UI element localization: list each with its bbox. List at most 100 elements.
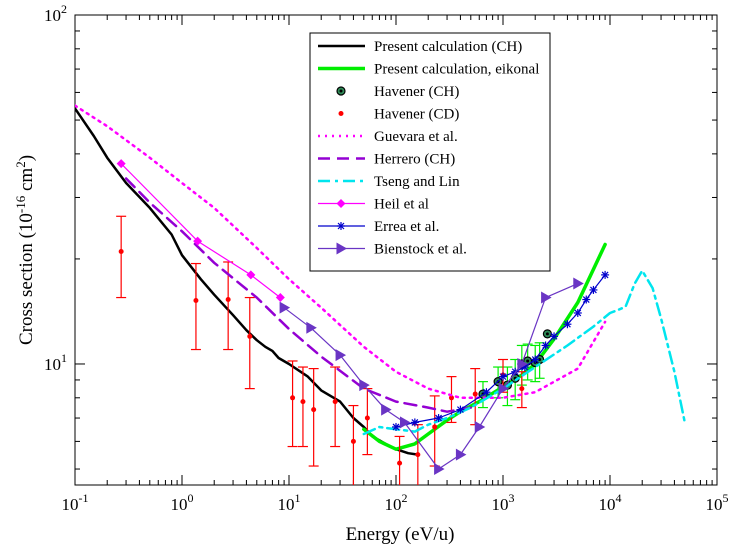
- legend-marker: [336, 242, 347, 255]
- legend-label: Present calculation (CH): [374, 39, 522, 55]
- legend-entry: Havener (CD): [338, 107, 459, 123]
- legend: Present calculation (CH) Present calculat…: [309, 32, 551, 272]
- legend-label: Bienstock et al.: [374, 242, 467, 258]
- legend-marker: [338, 111, 344, 116]
- legend-entry: Present calculation (CH): [318, 39, 522, 55]
- series-line: [283, 283, 579, 470]
- error-bar: [190, 262, 201, 351]
- data-point: [392, 422, 400, 431]
- data-point: [541, 341, 550, 350]
- x-axis-label: Energy (eV/u): [346, 524, 455, 545]
- data-point: [550, 332, 559, 341]
- error-bar: [297, 366, 308, 448]
- y-tick-label: 101: [44, 351, 67, 374]
- data-point: [434, 463, 445, 476]
- legend-label: Havener (CH): [374, 84, 459, 100]
- x-tick-label: 104: [599, 491, 622, 514]
- data-point: [589, 285, 598, 294]
- data-point: [573, 308, 582, 317]
- data-point: [415, 452, 421, 458]
- data-point: [275, 293, 285, 303]
- legend-entry: Bienstock et al.: [318, 242, 467, 258]
- series-errea-et-al: [392, 270, 610, 431]
- legend-marker: [336, 199, 346, 208]
- legend-marker: [336, 86, 346, 96]
- error-bar: [287, 360, 298, 448]
- error-bar: [394, 435, 405, 485]
- series-havener-cd: [116, 215, 527, 485]
- legend-entry: Errea et al.: [318, 219, 439, 235]
- data-point: [434, 414, 443, 423]
- x-tick-label: 100: [171, 491, 194, 514]
- data-point: [335, 349, 347, 362]
- data-point: [290, 395, 296, 401]
- series-line: [395, 274, 606, 428]
- data-point: [601, 270, 610, 279]
- series-layer: [75, 104, 687, 485]
- data-point: [350, 438, 356, 444]
- error-bar: [362, 388, 373, 456]
- data-point: [279, 301, 291, 314]
- data-point: [359, 379, 370, 392]
- series-line: [120, 163, 281, 299]
- legend-label: Herrero (CH): [374, 152, 455, 168]
- data-point: [410, 418, 419, 427]
- data-point: [397, 460, 403, 466]
- legend-entry: Guevara et al.: [318, 129, 458, 145]
- data-point: [118, 249, 124, 255]
- series-tseng-and-lin: [362, 269, 687, 436]
- data-point: [573, 277, 584, 290]
- data-point: [517, 357, 528, 370]
- error-bar: [116, 215, 127, 299]
- data-point: [472, 391, 478, 397]
- series-line: [362, 269, 687, 436]
- legend-entry: Present calculation, eikonal: [318, 62, 539, 78]
- x-tick-label: 10-1: [62, 491, 89, 514]
- data-point: [482, 388, 491, 397]
- error-bar: [244, 296, 255, 390]
- series-heil-et-al: [116, 159, 285, 303]
- data-point: [582, 295, 591, 304]
- legend-entry: Havener (CH): [336, 84, 459, 100]
- axes: 10-1 100 101 102 103 104 105 101 102: [44, 2, 729, 514]
- error-bar: [330, 366, 341, 448]
- x-tick-label: 101: [278, 491, 301, 514]
- data-point: [193, 236, 203, 246]
- legend-entry: Herrero (CH): [318, 152, 455, 168]
- x-tick-label: 105: [706, 491, 729, 514]
- legend-entry: Heil et al: [318, 197, 429, 213]
- series-guevara-et-al: [75, 104, 607, 400]
- series-bienstock-et-al: [279, 277, 584, 476]
- data-point: [332, 399, 338, 405]
- data-point: [399, 416, 411, 429]
- data-point: [474, 420, 486, 433]
- data-point: [498, 382, 509, 395]
- data-point: [246, 270, 256, 280]
- data-point: [247, 333, 253, 339]
- legend-entry: Tseng and Lin: [318, 174, 460, 190]
- legend-label: Guevara et al.: [374, 129, 458, 145]
- legend-label: Errea et al.: [374, 219, 439, 235]
- data-point: [311, 407, 317, 413]
- legend-marker: [337, 222, 345, 230]
- data-point: [300, 399, 306, 405]
- data-point: [456, 405, 465, 414]
- data-point: [455, 448, 467, 461]
- data-point: [225, 297, 231, 303]
- legend-box: [309, 32, 551, 272]
- data-point: [116, 159, 126, 169]
- error-bar: [412, 424, 423, 485]
- series-line: [124, 177, 473, 413]
- error-bar: [308, 367, 319, 467]
- series-line: [75, 104, 607, 400]
- data-point: [531, 355, 540, 364]
- data-point: [432, 424, 438, 430]
- x-tick-label: 102: [385, 491, 408, 514]
- y-axis-label: Cross section (10-16 cm2): [13, 155, 37, 345]
- series-herrero-ch: [124, 177, 473, 413]
- legend-label: Present calculation, eikonal: [374, 62, 539, 78]
- legend-label: Tseng and Lin: [374, 174, 460, 190]
- data-point: [381, 403, 392, 416]
- data-point: [499, 372, 507, 381]
